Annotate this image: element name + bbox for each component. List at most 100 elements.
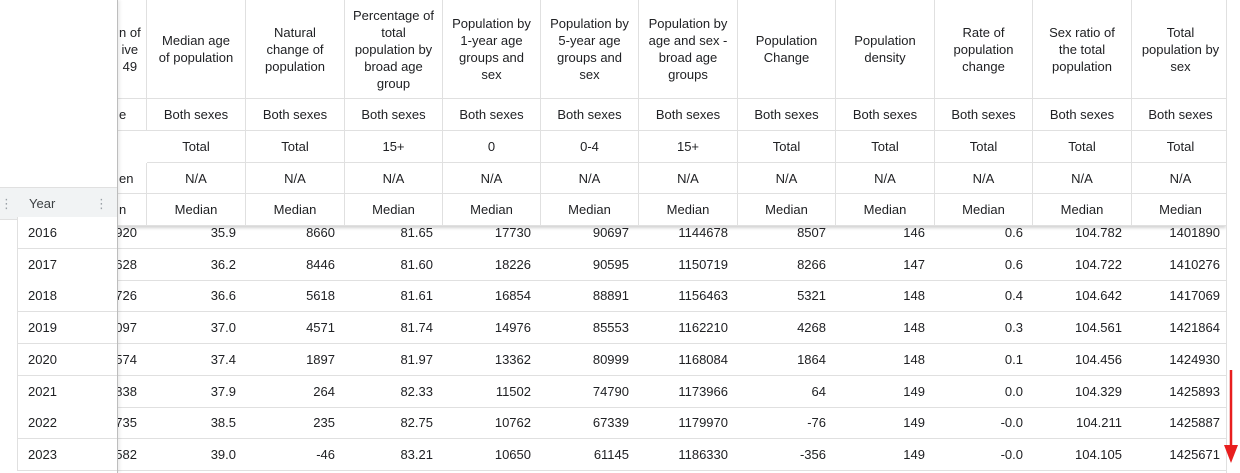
data-cell: 37.4 [147, 344, 246, 376]
column-header[interactable]: Natural change of population [246, 0, 345, 99]
data-cell: 1897 [246, 344, 345, 376]
year-cell: 2019 [17, 312, 117, 345]
data-cell: 10762 [443, 407, 541, 440]
column-header[interactable]: Population by 5-year age groups and sex [541, 0, 639, 99]
data-cell: 64 [738, 376, 836, 408]
column-header[interactable]: Population by age and sex - broad age gr… [639, 0, 738, 99]
data-cell: 0.4 [935, 280, 1033, 313]
column-header[interactable]: Median age of population [147, 0, 246, 99]
column-subheader: Total [738, 131, 836, 163]
data-cell: 36.6 [147, 280, 246, 313]
data-cell: 735 [100, 407, 147, 440]
data-cell: 1173966 [639, 376, 738, 408]
data-cell: -356 [738, 439, 836, 471]
data-cell: 1144678 [639, 217, 738, 249]
column-subheader: N/A [1132, 163, 1230, 194]
data-cell: 1186330 [639, 439, 738, 471]
year-cell: 2017 [17, 248, 117, 281]
data-cell: 104.561 [1033, 312, 1132, 345]
year-header-label: Year [29, 196, 56, 211]
column-subheader: Total [836, 131, 935, 163]
data-cell: 146 [836, 217, 935, 249]
data-cell: 81.61 [345, 280, 443, 313]
data-cell: 920 [100, 217, 147, 249]
column-subheader: Total [1033, 131, 1132, 163]
data-cell: 5618 [246, 280, 345, 313]
data-cell: 4571 [246, 312, 345, 345]
data-cell: 149 [836, 376, 935, 408]
data-cell: 0.3 [935, 312, 1033, 345]
data-cell: 726 [100, 280, 147, 313]
data-cell: 0.0 [935, 376, 1033, 408]
column-subheader: N/A [1033, 163, 1132, 194]
column-subheader: N/A [836, 163, 935, 194]
data-cell: 85553 [541, 312, 639, 345]
column-subheader: Median [935, 194, 1033, 226]
column-subheader: N/A [147, 163, 246, 194]
drag-handle: ⋮ [0, 196, 13, 211]
data-cell: 5321 [738, 280, 836, 313]
column-header[interactable]: Total population by sex [1132, 0, 1230, 99]
data-cell: 88891 [541, 280, 639, 313]
column-menu[interactable]: ⋮ [95, 196, 108, 211]
data-cell: 74790 [541, 376, 639, 408]
data-cell: 149 [836, 439, 935, 471]
data-cell: 37.9 [147, 376, 246, 408]
partial-header-cell: n of ive 49 [117, 0, 147, 99]
column-subheader: N/A [639, 163, 738, 194]
data-cell: 37.0 [147, 312, 246, 345]
column-subheader: Total [935, 131, 1033, 163]
scrollbar[interactable] [1226, 0, 1240, 473]
data-cell: 0.1 [935, 344, 1033, 376]
data-cell: 097 [100, 312, 147, 345]
column-header[interactable]: Population by 1-year age groups and sex [443, 0, 541, 99]
column-subheader: Median [639, 194, 738, 226]
data-cell: 104.642 [1033, 280, 1132, 313]
data-cell: 148 [836, 312, 935, 345]
data-cell: -46 [246, 439, 345, 471]
data-cell: 90697 [541, 217, 639, 249]
scroll-arrow [1224, 370, 1238, 463]
data-cell: 80999 [541, 344, 639, 376]
data-cell: 104.722 [1033, 249, 1132, 281]
partial-header-cell: n [117, 194, 147, 226]
column-subheader: Median [836, 194, 935, 226]
year-cell: 2016 [17, 217, 117, 249]
column-header[interactable]: Percentage of total population by broad … [345, 0, 443, 99]
column-subheader: Total [1132, 131, 1230, 163]
column-subheader: Median [1033, 194, 1132, 226]
data-cell: 264 [246, 376, 345, 408]
data-cell: 148 [836, 344, 935, 376]
data-cell: 104.456 [1033, 344, 1132, 376]
data-cell: 582 [100, 439, 147, 471]
column-header[interactable]: Population Change [738, 0, 836, 99]
data-cell: 1425887 [1132, 407, 1230, 440]
column-subheader: N/A [246, 163, 345, 194]
data-cell: 14976 [443, 312, 541, 345]
year-cell: 2023 [17, 438, 117, 471]
column-header[interactable]: Population density [836, 0, 935, 99]
column-subheader: Both sexes [836, 99, 935, 131]
data-cell: 16854 [443, 280, 541, 313]
column-subheader: Both sexes [935, 99, 1033, 131]
partial-header-cell: en [117, 163, 147, 194]
column-subheader: Both sexes [345, 99, 443, 131]
data-cell: 8507 [738, 217, 836, 249]
data-cell: 81.60 [345, 249, 443, 281]
column-subheader: Total [147, 131, 246, 163]
data-cell: 8660 [246, 217, 345, 249]
data-cell: -0.0 [935, 439, 1033, 471]
data-cell: 83.21 [345, 439, 443, 471]
data-cell: 35.9 [147, 217, 246, 249]
column-subheader: Total [246, 131, 345, 163]
column-header[interactable]: Sex ratio of the total population [1033, 0, 1132, 99]
column-subheader: N/A [935, 163, 1033, 194]
data-cell: 1410276 [1132, 249, 1230, 281]
data-cell: 628 [100, 249, 147, 281]
year-header[interactable]: ⋮ Year ⋮ [0, 187, 117, 220]
column-header[interactable]: Rate of population change [935, 0, 1033, 99]
data-cell: 235 [246, 407, 345, 440]
data-cell: 67339 [541, 407, 639, 440]
table-header: n of ive 49 e en n Median age of population B… [0, 0, 1230, 226]
